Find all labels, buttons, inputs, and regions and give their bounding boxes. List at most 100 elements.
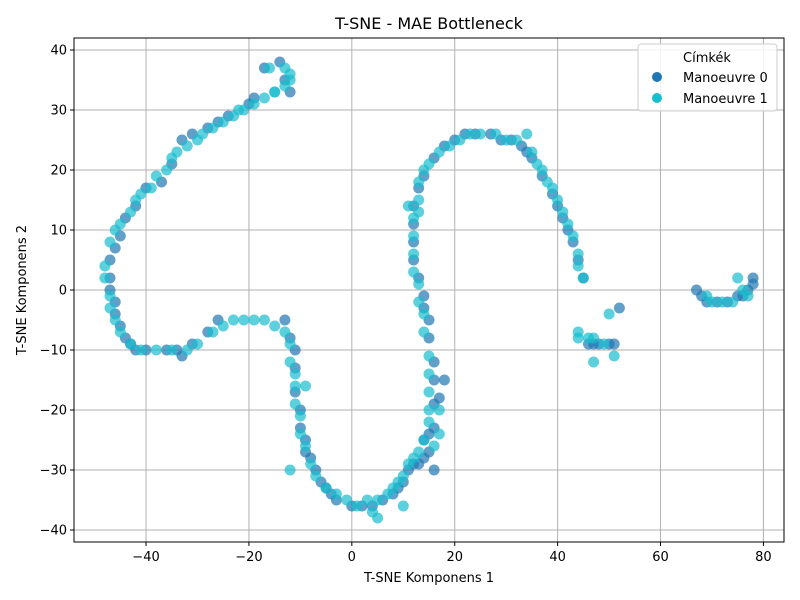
x-tick-label: 20 <box>446 550 463 565</box>
x-axis-label: T-SNE Komponens 1 <box>363 571 494 586</box>
data-point-series-1 <box>150 170 162 182</box>
data-point-series-1 <box>567 230 579 242</box>
data-point-series-1 <box>742 290 754 302</box>
data-point-series-0 <box>279 314 291 326</box>
data-point-series-1 <box>150 344 162 356</box>
data-point-series-1 <box>423 350 435 362</box>
data-point-series-1 <box>181 140 193 152</box>
data-point-series-1 <box>408 266 420 278</box>
data-point-series-1 <box>397 470 409 482</box>
data-point-series-1 <box>418 308 430 320</box>
data-point-series-1 <box>536 164 548 176</box>
y-tick-label: 0 <box>59 284 67 299</box>
data-point-series-1 <box>433 404 445 416</box>
data-point-series-1 <box>474 128 486 140</box>
data-point-series-1 <box>732 272 744 284</box>
data-point-series-1 <box>727 296 739 308</box>
y-tick-label: −30 <box>40 464 67 479</box>
data-point-series-1 <box>577 272 589 284</box>
data-point-series-1 <box>464 128 476 140</box>
data-point-series-1 <box>572 248 584 260</box>
data-point-series-0 <box>438 374 450 386</box>
x-tick-label: −20 <box>235 550 262 565</box>
data-point-series-1 <box>454 134 466 146</box>
data-point-series-1 <box>284 464 296 476</box>
data-point-series-1 <box>238 314 250 326</box>
chart-title: T-SNE - MAE Bottleneck <box>334 14 524 33</box>
data-point-series-1 <box>99 272 111 284</box>
data-point-series-1 <box>125 206 137 218</box>
legend-marker-manoeuvre-1 <box>652 93 662 103</box>
data-point-series-1 <box>341 494 353 506</box>
data-point-series-1 <box>372 494 384 506</box>
data-point-series-1 <box>135 188 147 200</box>
data-point-series-1 <box>521 128 533 140</box>
data-point-series-1 <box>228 314 239 326</box>
data-point-series-1 <box>526 146 538 158</box>
data-point-series-1 <box>588 356 600 368</box>
data-point-series-1 <box>279 62 291 74</box>
data-point-series-1 <box>603 308 615 320</box>
ticks: −40 −20 0 20 40 60 80 −40 −30 −20 −10 0 10 20 30 40 <box>40 44 772 566</box>
data-point-series-1 <box>114 326 126 338</box>
legend-title: Címkék <box>683 51 731 66</box>
data-point-series-0 <box>613 302 625 314</box>
data-point-series-1 <box>269 320 281 332</box>
data-point-series-0 <box>428 464 440 476</box>
data-point-series-1 <box>114 218 126 230</box>
y-tick-label: −40 <box>40 524 67 539</box>
data-point-series-1 <box>598 338 610 350</box>
data-point-series-1 <box>490 128 502 140</box>
y-tick-label: 30 <box>50 104 67 119</box>
data-point-series-1 <box>217 320 229 332</box>
data-point-series-1 <box>248 98 260 110</box>
x-tick-label: −40 <box>132 550 159 565</box>
data-point-series-0 <box>433 392 445 404</box>
data-point-series-1 <box>418 434 430 446</box>
data-point-series-1 <box>547 182 558 194</box>
y-tick-label: −20 <box>40 404 67 419</box>
data-point-series-1 <box>300 440 311 452</box>
data-point-series-1 <box>397 500 409 512</box>
data-point-series-0 <box>747 272 759 284</box>
data-point-series-1 <box>171 146 183 158</box>
data-point-series-1 <box>433 428 445 440</box>
data-point-series-1 <box>366 506 378 518</box>
x-tick-label: 80 <box>755 550 772 565</box>
data-point-series-1 <box>433 146 445 158</box>
data-point-series-1 <box>269 86 281 98</box>
data-point-series-1 <box>413 296 425 308</box>
data-point-series-1 <box>192 338 203 350</box>
data-point-series-1 <box>562 218 574 230</box>
y-tick-label: 10 <box>50 224 67 239</box>
data-point-series-1 <box>408 230 420 242</box>
data-point-series-1 <box>99 260 111 272</box>
data-point-series-1 <box>238 104 250 116</box>
data-point-series-1 <box>294 428 306 440</box>
data-point-series-1 <box>716 296 728 308</box>
data-point-series-1 <box>423 158 435 170</box>
data-point-series-1 <box>161 164 173 176</box>
data-point-series-1 <box>294 410 306 422</box>
data-point-series-1 <box>413 278 425 290</box>
data-point-series-1 <box>197 128 209 140</box>
data-point-series-1 <box>145 182 157 194</box>
data-point-series-1 <box>284 356 296 368</box>
data-point-series-1 <box>557 206 569 218</box>
data-point-series-1 <box>413 176 425 188</box>
data-point-series-1 <box>248 314 260 326</box>
data-point-series-1 <box>320 482 332 494</box>
data-point-series-1 <box>511 134 522 146</box>
legend: Címkék Manoeuvre 0 Manoeuvre 1 <box>637 43 778 112</box>
x-tick-label: 40 <box>549 550 566 565</box>
legend-label-manoeuvre-0: Manoeuvre 0 <box>683 71 768 86</box>
data-point-series-1 <box>125 338 137 350</box>
data-point-series-1 <box>166 344 178 356</box>
data-point-series-1 <box>284 338 296 350</box>
points <box>99 56 759 524</box>
data-point-series-1 <box>552 194 564 206</box>
data-point-series-1 <box>289 398 301 410</box>
data-point-series-1 <box>289 380 301 392</box>
data-point-series-1 <box>264 62 275 74</box>
